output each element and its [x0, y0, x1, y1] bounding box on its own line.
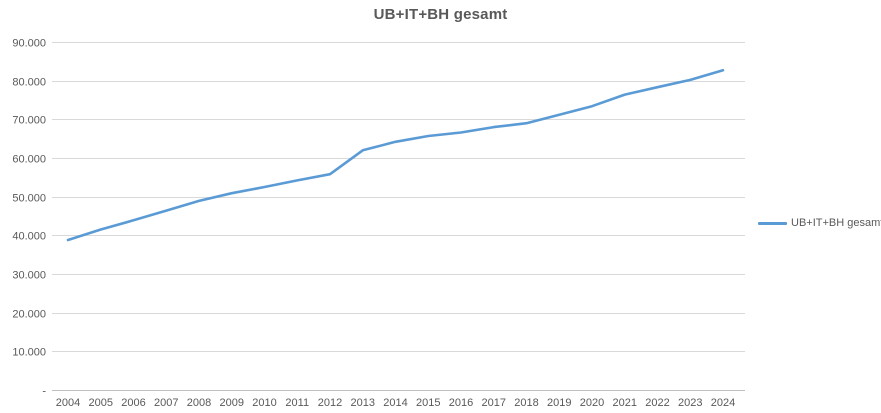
- x-tick-label: 2023: [678, 397, 702, 409]
- x-tick-label: 2018: [514, 397, 538, 409]
- x-tick-label: 2014: [383, 397, 407, 409]
- x-tick-label: 2005: [89, 397, 113, 409]
- x-tick-label: 2015: [416, 397, 440, 409]
- y-tick-label: 80.000: [12, 77, 46, 89]
- x-tick-label: 2009: [220, 397, 244, 409]
- chart-title[interactable]: UB+IT+BH gesamt: [373, 6, 508, 23]
- x-tick-label: 2008: [187, 397, 211, 409]
- y-tick-label: 60.000: [12, 154, 46, 166]
- x-tick-label: 2019: [547, 397, 571, 409]
- x-tick-label: 2007: [154, 397, 178, 409]
- legend[interactable]: UB+IT+BH gesamt: [758, 217, 881, 229]
- x-tick-label: 2012: [318, 397, 342, 409]
- y-tick-label: 50.000: [12, 193, 46, 205]
- y-tick-label: -: [42, 386, 46, 398]
- x-tick-label: 2022: [645, 397, 669, 409]
- x-tick-label: 2011: [285, 397, 309, 409]
- x-tick-label: 2020: [580, 397, 604, 409]
- x-tick-label: 2016: [449, 397, 473, 409]
- x-tick-label: 2013: [351, 397, 375, 409]
- legend-label: UB+IT+BH gesamt: [791, 217, 881, 229]
- x-tick-label: 2004: [56, 397, 80, 409]
- y-tick-label: 40.000: [12, 231, 46, 243]
- x-tick-label: 2017: [482, 397, 506, 409]
- y-tick-label: 70.000: [12, 115, 46, 127]
- x-tick-label: 2021: [613, 397, 637, 409]
- y-tick-label: 90.000: [12, 38, 46, 50]
- x-tick-label: 2010: [252, 397, 276, 409]
- x-tick-label: 2024: [711, 397, 735, 409]
- y-tick-label: 20.000: [12, 309, 46, 321]
- legend-line-swatch: [758, 221, 787, 225]
- y-tick-label: 30.000: [12, 270, 46, 282]
- data-line-ub-it-bh-gesamt: [66, 68, 725, 242]
- x-tick-label: 2006: [121, 397, 145, 409]
- y-tick-label: 10.000: [12, 347, 46, 359]
